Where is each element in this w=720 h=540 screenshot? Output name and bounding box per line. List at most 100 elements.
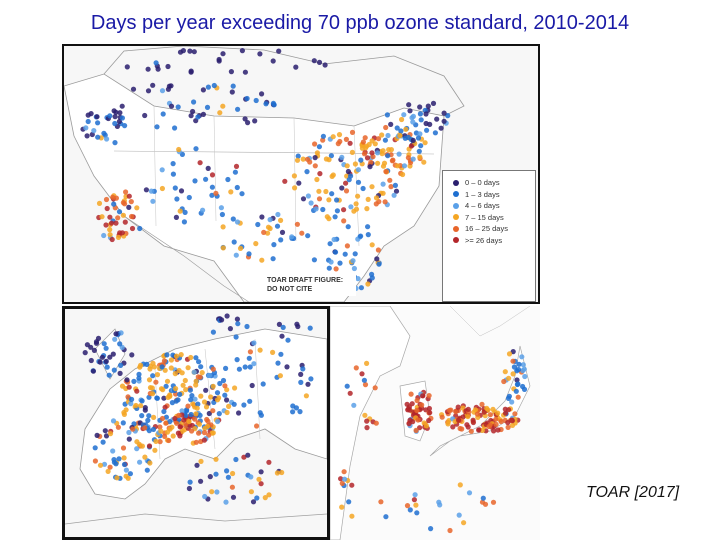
monitor-site-dot bbox=[92, 458, 98, 464]
monitor-site-dot bbox=[261, 229, 267, 235]
monitor-site-dot bbox=[316, 196, 323, 202]
monitor-site-dot bbox=[159, 364, 165, 370]
monitor-site-dot bbox=[112, 114, 118, 120]
monitor-site-dot bbox=[204, 423, 210, 430]
monitor-site-dot bbox=[308, 200, 314, 206]
monitor-site-dot bbox=[343, 180, 349, 186]
monitor-site-dot bbox=[152, 447, 158, 453]
monitor-site-dot bbox=[401, 163, 408, 169]
monitor-site-dot bbox=[127, 471, 133, 477]
monitor-site-dot bbox=[213, 456, 219, 462]
monitor-site-dot bbox=[293, 64, 299, 70]
monitor-site-dot bbox=[100, 439, 106, 445]
monitor-site-dot bbox=[205, 418, 211, 424]
monitor-site-dot bbox=[427, 410, 433, 416]
monitor-site-dot bbox=[242, 69, 248, 75]
monitor-site-dot bbox=[200, 111, 206, 117]
monitor-site-dot bbox=[142, 425, 148, 431]
monitor-site-dot bbox=[464, 422, 470, 428]
monitor-site-dot bbox=[276, 48, 282, 54]
monitor-site-dot bbox=[231, 239, 237, 245]
monitor-site-dot bbox=[344, 163, 350, 169]
monitor-site-dot bbox=[412, 492, 418, 498]
monitor-site-dot bbox=[232, 169, 238, 175]
legend-label: 1 – 3 days bbox=[465, 189, 500, 199]
monitor-site-dot bbox=[239, 191, 245, 197]
monitor-site-dot bbox=[245, 452, 251, 458]
monitor-site-dot bbox=[220, 245, 226, 251]
monitor-site-dot bbox=[193, 378, 199, 384]
monitor-site-dot bbox=[428, 526, 434, 532]
monitor-site-dot bbox=[145, 66, 151, 72]
monitor-site-dot bbox=[403, 126, 409, 132]
monitor-site-dot bbox=[167, 419, 173, 425]
monitor-site-dot bbox=[245, 120, 251, 126]
monitor-site-dot bbox=[210, 408, 216, 414]
monitor-site-dot bbox=[101, 232, 107, 239]
monitor-site-dot bbox=[233, 163, 240, 169]
monitor-site-dot bbox=[270, 100, 276, 106]
monitor-site-dot bbox=[510, 371, 516, 377]
monitor-site-dot bbox=[285, 337, 291, 343]
monitor-site-dot bbox=[88, 111, 94, 117]
monitor-site-dot bbox=[176, 146, 182, 153]
monitor-site-dot bbox=[430, 100, 437, 106]
monitor-site-dot bbox=[384, 112, 390, 118]
monitor-site-dot bbox=[103, 222, 109, 228]
monitor-site-dot bbox=[312, 163, 318, 169]
monitor-site-dot bbox=[91, 128, 97, 134]
monitor-site-dot bbox=[369, 184, 375, 190]
monitor-site-dot bbox=[210, 366, 216, 372]
monitor-site-dot bbox=[233, 456, 239, 463]
monitor-site-dot bbox=[385, 132, 391, 139]
monitor-site-dot bbox=[186, 194, 192, 201]
monitor-site-dot bbox=[438, 125, 444, 131]
monitor-site-dot bbox=[191, 369, 197, 375]
monitor-site-dot bbox=[368, 159, 374, 165]
monitor-site-dot bbox=[361, 151, 368, 157]
monitor-site-dot bbox=[267, 217, 273, 223]
monitor-site-dot bbox=[151, 364, 157, 370]
monitor-site-dot bbox=[379, 132, 385, 138]
monitor-site-dot bbox=[183, 387, 189, 393]
legend-label: 16 – 25 days bbox=[465, 224, 508, 233]
monitor-site-dot bbox=[113, 331, 119, 337]
monitor-site-dot bbox=[362, 135, 368, 141]
north-america-map: 0 – 0 days 1 – 3 days 4 – 6 days 7 – 15 … bbox=[62, 44, 540, 304]
monitor-site-dot bbox=[241, 454, 247, 460]
monitor-site-dot bbox=[251, 340, 257, 346]
monitor-site-dot bbox=[247, 398, 253, 404]
legend: 0 – 0 days 1 – 3 days 4 – 6 days 7 – 15 … bbox=[442, 170, 536, 302]
monitor-site-dot bbox=[344, 243, 350, 249]
monitor-site-dot bbox=[129, 396, 135, 402]
monitor-site-dot bbox=[104, 205, 110, 212]
monitor-site-dot bbox=[168, 365, 174, 371]
monitor-site-dot bbox=[198, 478, 204, 484]
monitor-site-dot bbox=[361, 377, 367, 383]
monitor-site-dot bbox=[177, 424, 183, 430]
monitor-site-dot bbox=[409, 115, 415, 121]
monitor-site-dot bbox=[259, 91, 265, 97]
monitor-site-dot bbox=[328, 259, 334, 265]
monitor-site-dot bbox=[93, 339, 100, 345]
monitor-site-dot bbox=[320, 133, 326, 139]
monitor-site-dot bbox=[109, 236, 115, 243]
monitor-site-dot bbox=[312, 141, 318, 147]
monitor-site-dot bbox=[332, 214, 338, 220]
monitor-site-dot bbox=[114, 475, 120, 481]
legend-label: 7 – 15 days bbox=[465, 212, 504, 222]
monitor-site-dot bbox=[457, 482, 463, 488]
monitor-site-dot bbox=[414, 510, 420, 516]
monitor-site-dot bbox=[255, 221, 261, 228]
legend-item-3: 7 – 15 days bbox=[453, 212, 531, 223]
monitor-site-dot bbox=[134, 446, 140, 452]
monitor-site-dot bbox=[153, 438, 159, 444]
monitor-site-dot bbox=[214, 489, 220, 495]
east-asia-map-canvas bbox=[330, 306, 540, 540]
monitor-site-dot bbox=[137, 225, 143, 232]
monitor-site-dot bbox=[382, 137, 388, 143]
monitor-site-dot bbox=[101, 461, 108, 467]
monitor-site-dot bbox=[139, 398, 145, 404]
monitor-site-dot bbox=[334, 208, 340, 214]
monitor-site-dot bbox=[233, 252, 239, 258]
